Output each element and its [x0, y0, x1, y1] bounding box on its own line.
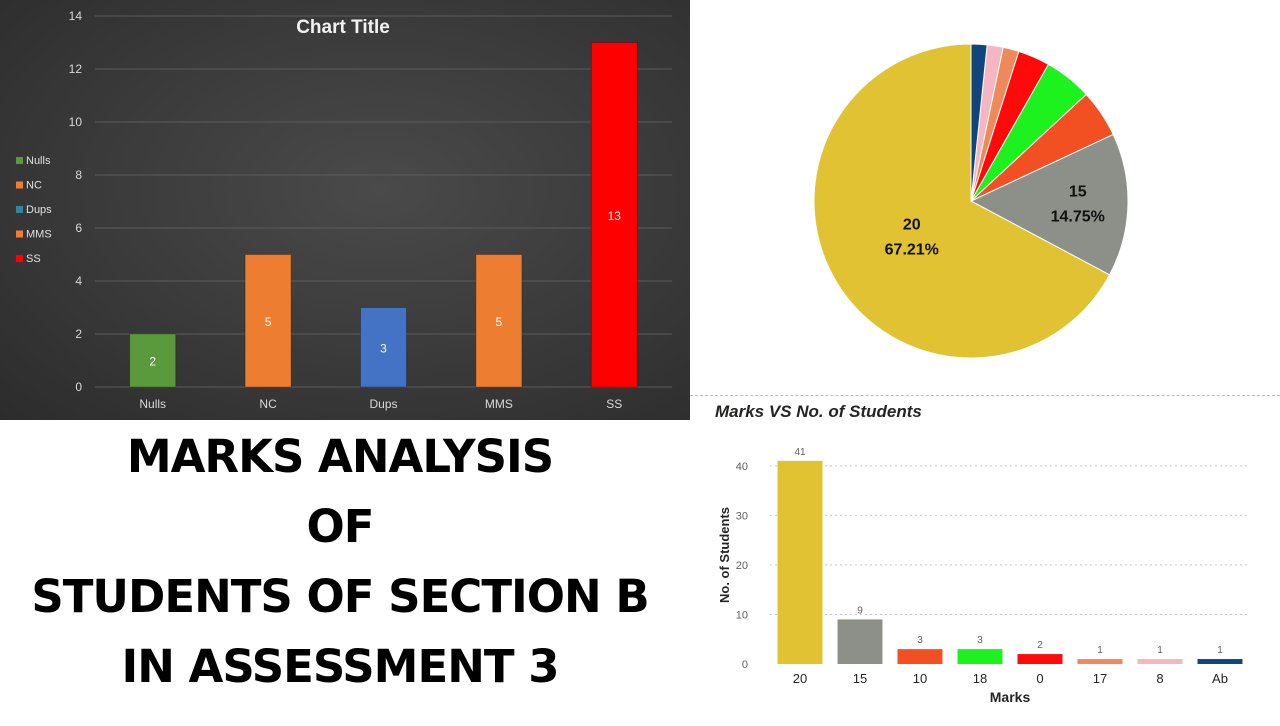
headline: MARKS ANALYSIS OF STUDENTS OF SECTION B … [0, 422, 690, 720]
bar [1197, 659, 1243, 664]
x-tick-label: Dups [369, 397, 397, 411]
y-tick-label: 10 [736, 609, 748, 621]
x-tick-label: NC [259, 397, 277, 411]
x-tick-label: Ab [1212, 671, 1228, 686]
legend-label: MMS [26, 229, 52, 241]
bar [837, 619, 883, 664]
pie-slice-label: 20 [903, 217, 921, 234]
bar-value-label: 3 [380, 341, 387, 355]
legend-swatch [16, 157, 23, 164]
x-tick-label: MMS [485, 397, 513, 411]
pie-slice [813, 43, 1111, 359]
bar [129, 333, 177, 388]
pie-slice-percent: 67.21% [885, 242, 939, 259]
excel-bar-chart: 0 2 4 6 8 10 12 14 Chart Title 2 Nulls 5 NC 3 Dups 5 MMS… [16, 9, 672, 411]
y-tick-label: 20 [736, 560, 748, 572]
x-tick-label: 18 [973, 671, 987, 686]
x-tick-label: 8 [1156, 671, 1163, 686]
chart-title: Chart Title [296, 17, 390, 38]
y-tick-label: 12 [69, 62, 83, 76]
bar-value-label: 2 [149, 355, 156, 369]
x-tick-label: SS [606, 397, 622, 411]
bar-value-label: 3 [977, 635, 983, 646]
legend-swatch [16, 206, 23, 213]
bar-value-label: 13 [608, 209, 622, 223]
headline-line-4: IN ASSESSMENT 3 [121, 640, 559, 693]
legend-label: Nulls [26, 155, 51, 167]
marks-vs-students-chart: Marks VS No. of Students0102030404120915… [715, 402, 1250, 705]
legend-label: NC [26, 180, 42, 192]
x-tick-label: 17 [1093, 671, 1107, 686]
legend-label: SS [26, 253, 41, 265]
x-tick-label: 10 [913, 671, 927, 686]
x-tick-label: 15 [853, 671, 867, 686]
marks-bar-chart-panel: Marks VS No. of Students 0 10 20 30 40 41 20 9 15… [690, 395, 1280, 721]
bar-value-label: 2 [1037, 640, 1043, 651]
bar-value-label: 1 [1097, 645, 1103, 656]
pie-slice-percent: 14.75% [1051, 209, 1105, 226]
bar [957, 649, 1003, 664]
y-tick-label: 4 [75, 274, 82, 288]
pie-slice [970, 43, 988, 202]
bar-value-label: 1 [1157, 645, 1163, 656]
x-tick-label: Nulls [139, 397, 166, 411]
bar [244, 254, 292, 388]
bar [1077, 659, 1123, 664]
pie-chart-panel: 20 67.21% 15 14.75% [690, 0, 1280, 395]
legend-swatch [16, 230, 23, 238]
bar [777, 460, 823, 664]
bar [1137, 659, 1183, 664]
y-tick-label: 30 [736, 510, 748, 522]
x-axis-title: Marks [990, 689, 1031, 705]
y-tick-label: 6 [75, 221, 82, 235]
y-tick-label: 0 [742, 659, 748, 671]
bar [897, 649, 943, 664]
y-tick-label: 0 [75, 380, 82, 394]
legend-label: Dups [26, 204, 52, 216]
legend-swatch [16, 181, 23, 189]
bar-value-label: 5 [496, 315, 503, 329]
bar-value-label: 9 [857, 605, 863, 616]
y-tick-label: 8 [75, 168, 82, 182]
bar [475, 254, 523, 388]
bar-value-label: 1 [1217, 645, 1223, 656]
chart-title: Marks VS No. of Students [715, 402, 922, 421]
y-tick-label: 40 [736, 461, 748, 473]
bar-value-label: 5 [265, 315, 272, 329]
marks-pie-chart: 20 67.21% 15 14.75% [813, 43, 1129, 359]
y-tick-label: 2 [75, 327, 82, 341]
bar [590, 42, 638, 388]
headline-line-3: STUDENTS OF SECTION B [31, 570, 649, 623]
bar-value-label: 41 [794, 447, 806, 458]
pie-slice [969, 133, 1129, 276]
headline-line-1: MARKS ANALYSIS [126, 430, 554, 483]
excel-bar-chart-panel: 0 2 4 6 8 10 12 14 Chart Title 2 Nulls 5 NC 3 Dups 5 MMS… [0, 0, 690, 420]
bar [360, 307, 407, 388]
bar-value-label: 3 [917, 635, 923, 646]
pie-slice-label: 15 [1069, 184, 1087, 201]
y-tick-label: 14 [69, 9, 83, 23]
bar [1017, 654, 1063, 664]
x-tick-label: 0 [1036, 671, 1043, 686]
y-axis-title: No. of Students [717, 507, 732, 603]
headline-line-2: OF [306, 500, 375, 553]
legend-swatch [16, 255, 23, 262]
y-tick-label: 10 [69, 115, 83, 129]
x-tick-label: 20 [793, 671, 807, 686]
